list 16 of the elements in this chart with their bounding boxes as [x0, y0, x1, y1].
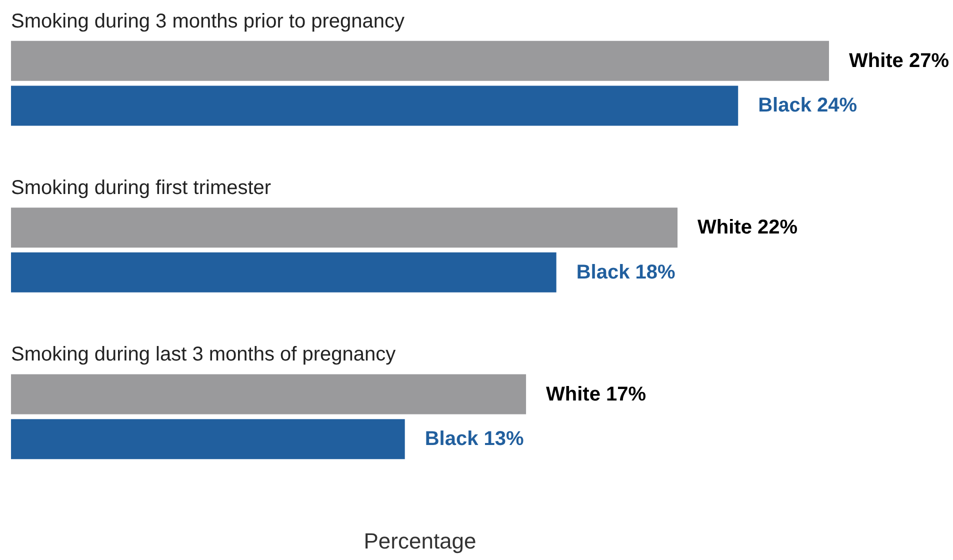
bar [11, 419, 405, 460]
data-label: Black 18% [576, 261, 676, 284]
data-label: Black 13% [424, 428, 524, 450]
y-tick-label: Smoking during 3 months prior to pregnancy [11, 10, 405, 32]
bar [11, 86, 738, 126]
y-tick-label: Smoking during first trimester [11, 177, 272, 199]
data-label: White 27% [849, 50, 950, 72]
bar [11, 374, 526, 414]
data-label: Black 24% [758, 94, 858, 117]
data-label: White 22% [698, 216, 798, 239]
bar [11, 252, 556, 292]
y-tick-label: Smoking during last 3 months of pregnancy [11, 344, 396, 366]
x-axis-title: Percentage [364, 528, 476, 554]
bar [11, 208, 678, 248]
bar [11, 40, 829, 81]
data-label: White 17% [546, 383, 646, 406]
